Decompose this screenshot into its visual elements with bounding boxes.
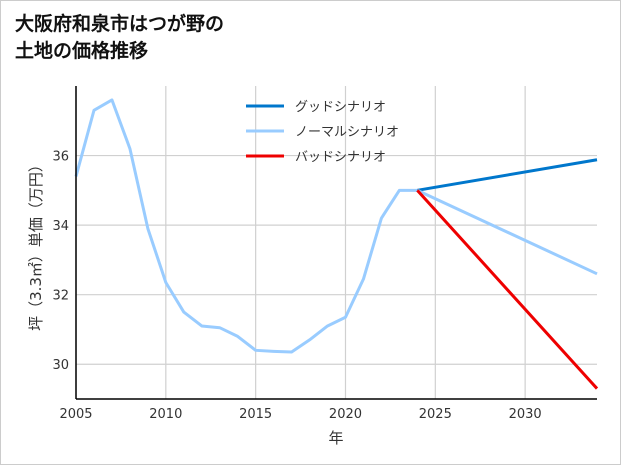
y-tick-label: 32 bbox=[52, 289, 69, 304]
x-tick-label: 2025 bbox=[419, 407, 452, 422]
scenario-line-1 bbox=[416, 188, 598, 276]
y-tick-label: 30 bbox=[52, 358, 69, 373]
chart-title-line-2: 土地の価格推移 bbox=[15, 40, 149, 62]
legend-label-0: グッドシナリオ bbox=[295, 100, 386, 115]
y-tick-label: 36 bbox=[52, 150, 69, 165]
chart-title: 大阪府和泉市はつが野の 土地の価格推移 bbox=[15, 11, 224, 65]
history-line bbox=[74, 98, 418, 354]
chart-title-line-1: 大阪府和泉市はつが野の bbox=[15, 13, 225, 35]
y-axis-label: 坪（3.3㎡）単価（万円） bbox=[27, 157, 45, 331]
x-tick-label: 2015 bbox=[239, 407, 272, 422]
x-tick-label: 2005 bbox=[59, 407, 92, 422]
legend-label-1: ノーマルシナリオ bbox=[295, 125, 399, 140]
scenario-line-2 bbox=[416, 189, 599, 390]
x-tick-label: 2030 bbox=[509, 407, 542, 422]
x-axis-label: 年 bbox=[328, 429, 343, 447]
y-tick-label: 34 bbox=[52, 219, 69, 234]
scenario-line-0 bbox=[417, 158, 598, 192]
x-tick-label: 2010 bbox=[149, 407, 182, 422]
x-tick-label: 2020 bbox=[329, 407, 362, 422]
legend-label-2: バッドシナリオ bbox=[295, 150, 386, 165]
